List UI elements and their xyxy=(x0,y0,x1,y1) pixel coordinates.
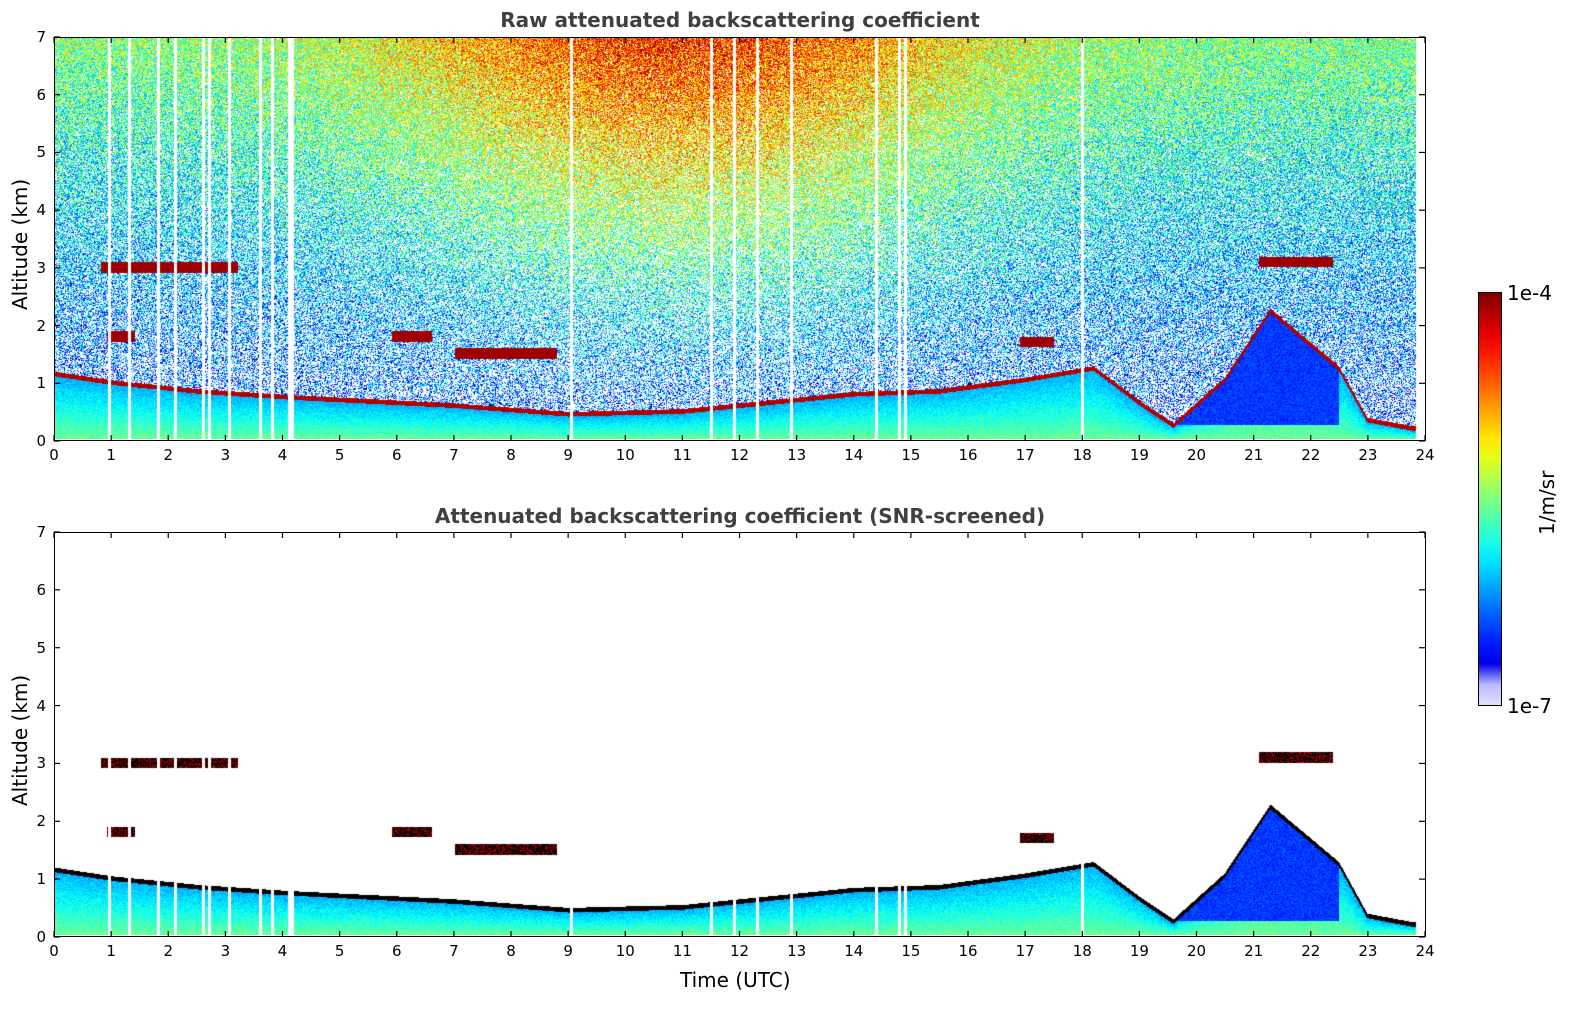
x-tick-label: 11 xyxy=(672,446,692,464)
x-tick-label: 12 xyxy=(729,446,750,464)
x-tick-label: 14 xyxy=(844,446,864,464)
x-tick-label: 18 xyxy=(1072,446,1092,464)
y-tick-label: 5 xyxy=(36,638,46,657)
x-tick-label: 24 xyxy=(1415,942,1435,960)
x-tick-label: 18 xyxy=(1072,942,1092,960)
x-tick-label: 19 xyxy=(1129,942,1149,960)
x-tick-label: 7 xyxy=(449,446,459,464)
x-tick-label: 13 xyxy=(787,942,807,960)
y-tick-label: 5 xyxy=(36,143,46,162)
x-tick-label: 16 xyxy=(958,942,978,960)
x-tick-label: 10 xyxy=(615,446,635,464)
chart-1-heatmap xyxy=(55,38,1424,439)
x-tick-label: 16 xyxy=(958,446,978,464)
chart-1-plot-area xyxy=(54,37,1426,441)
x-tick-label: 17 xyxy=(1015,942,1035,960)
colorbar-unit-label: 1/m/sr xyxy=(1535,470,1559,535)
y-tick-label: 4 xyxy=(36,201,46,220)
x-tick-label: 8 xyxy=(506,942,516,960)
x-tick-label: 2 xyxy=(163,942,174,960)
x-tick-label: 23 xyxy=(1358,942,1378,960)
x-tick-label: 13 xyxy=(787,446,807,464)
colorbar xyxy=(1478,292,1502,706)
y-tick-label: 4 xyxy=(36,696,46,715)
chart-2-ylabel: Altitude (km) xyxy=(8,674,32,806)
x-tick-label: 4 xyxy=(277,942,288,960)
chart-2-plot-area xyxy=(54,532,1426,937)
y-tick-label: 7 xyxy=(36,28,46,46)
x-tick-label: 8 xyxy=(506,446,516,464)
y-tick-label: 6 xyxy=(36,580,46,599)
x-tick-label: 22 xyxy=(1301,942,1321,960)
x-tick-label: 6 xyxy=(391,446,402,464)
x-tick-label: 9 xyxy=(563,446,573,464)
chart-2-title: Attenuated backscattering coefficient (S… xyxy=(434,504,1046,528)
x-tick-label: 7 xyxy=(449,942,459,960)
colorbar-min-label: 1e-7 xyxy=(1507,694,1552,718)
x-tick-label: 21 xyxy=(1244,446,1264,464)
chart-1-title: Raw attenuated backscattering coefficien… xyxy=(500,8,980,32)
y-tick-label: 1 xyxy=(36,374,46,393)
x-tick-label: 19 xyxy=(1129,446,1149,464)
y-tick-label: 0 xyxy=(36,432,46,450)
x-tick-label: 1 xyxy=(106,446,116,464)
y-tick-label: 6 xyxy=(36,85,46,104)
x-tick-label: 24 xyxy=(1415,446,1435,464)
x-tick-label: 15 xyxy=(901,942,921,960)
x-tick-label: 14 xyxy=(844,942,864,960)
x-tick-label: 3 xyxy=(220,942,231,960)
chart-2-heatmap xyxy=(55,533,1424,935)
x-tick-label: 5 xyxy=(334,942,345,960)
x-tick-label: 21 xyxy=(1244,942,1264,960)
y-tick-label: 3 xyxy=(36,754,46,773)
x-tick-label: 5 xyxy=(334,446,345,464)
x-tick-label: 15 xyxy=(901,446,921,464)
x-tick-label: 4 xyxy=(277,446,288,464)
colorbar-max-label: 1e-4 xyxy=(1507,281,1552,305)
x-tick-label: 6 xyxy=(391,942,402,960)
chart-1-ylabel: Altitude (km) xyxy=(8,178,32,310)
x-tick-label: 10 xyxy=(615,942,635,960)
chart-2-xlabel: Time (UTC) xyxy=(680,968,791,992)
x-tick-label: 22 xyxy=(1301,446,1321,464)
x-tick-label: 3 xyxy=(220,446,231,464)
x-tick-label: 11 xyxy=(672,942,692,960)
y-tick-label: 7 xyxy=(36,523,46,541)
y-tick-label: 2 xyxy=(36,812,46,831)
y-tick-label: 3 xyxy=(36,258,46,277)
x-tick-label: 20 xyxy=(1186,446,1207,464)
x-tick-label: 0 xyxy=(49,446,59,464)
y-tick-label: 0 xyxy=(36,928,46,946)
y-tick-label: 1 xyxy=(36,870,46,889)
x-tick-label: 0 xyxy=(49,942,59,960)
x-tick-label: 23 xyxy=(1358,446,1378,464)
x-tick-label: 9 xyxy=(563,942,573,960)
x-tick-label: 2 xyxy=(163,446,174,464)
x-tick-label: 1 xyxy=(106,942,116,960)
x-tick-label: 20 xyxy=(1186,942,1207,960)
y-tick-label: 2 xyxy=(36,316,46,335)
x-tick-label: 12 xyxy=(729,942,750,960)
x-tick-label: 17 xyxy=(1015,446,1035,464)
